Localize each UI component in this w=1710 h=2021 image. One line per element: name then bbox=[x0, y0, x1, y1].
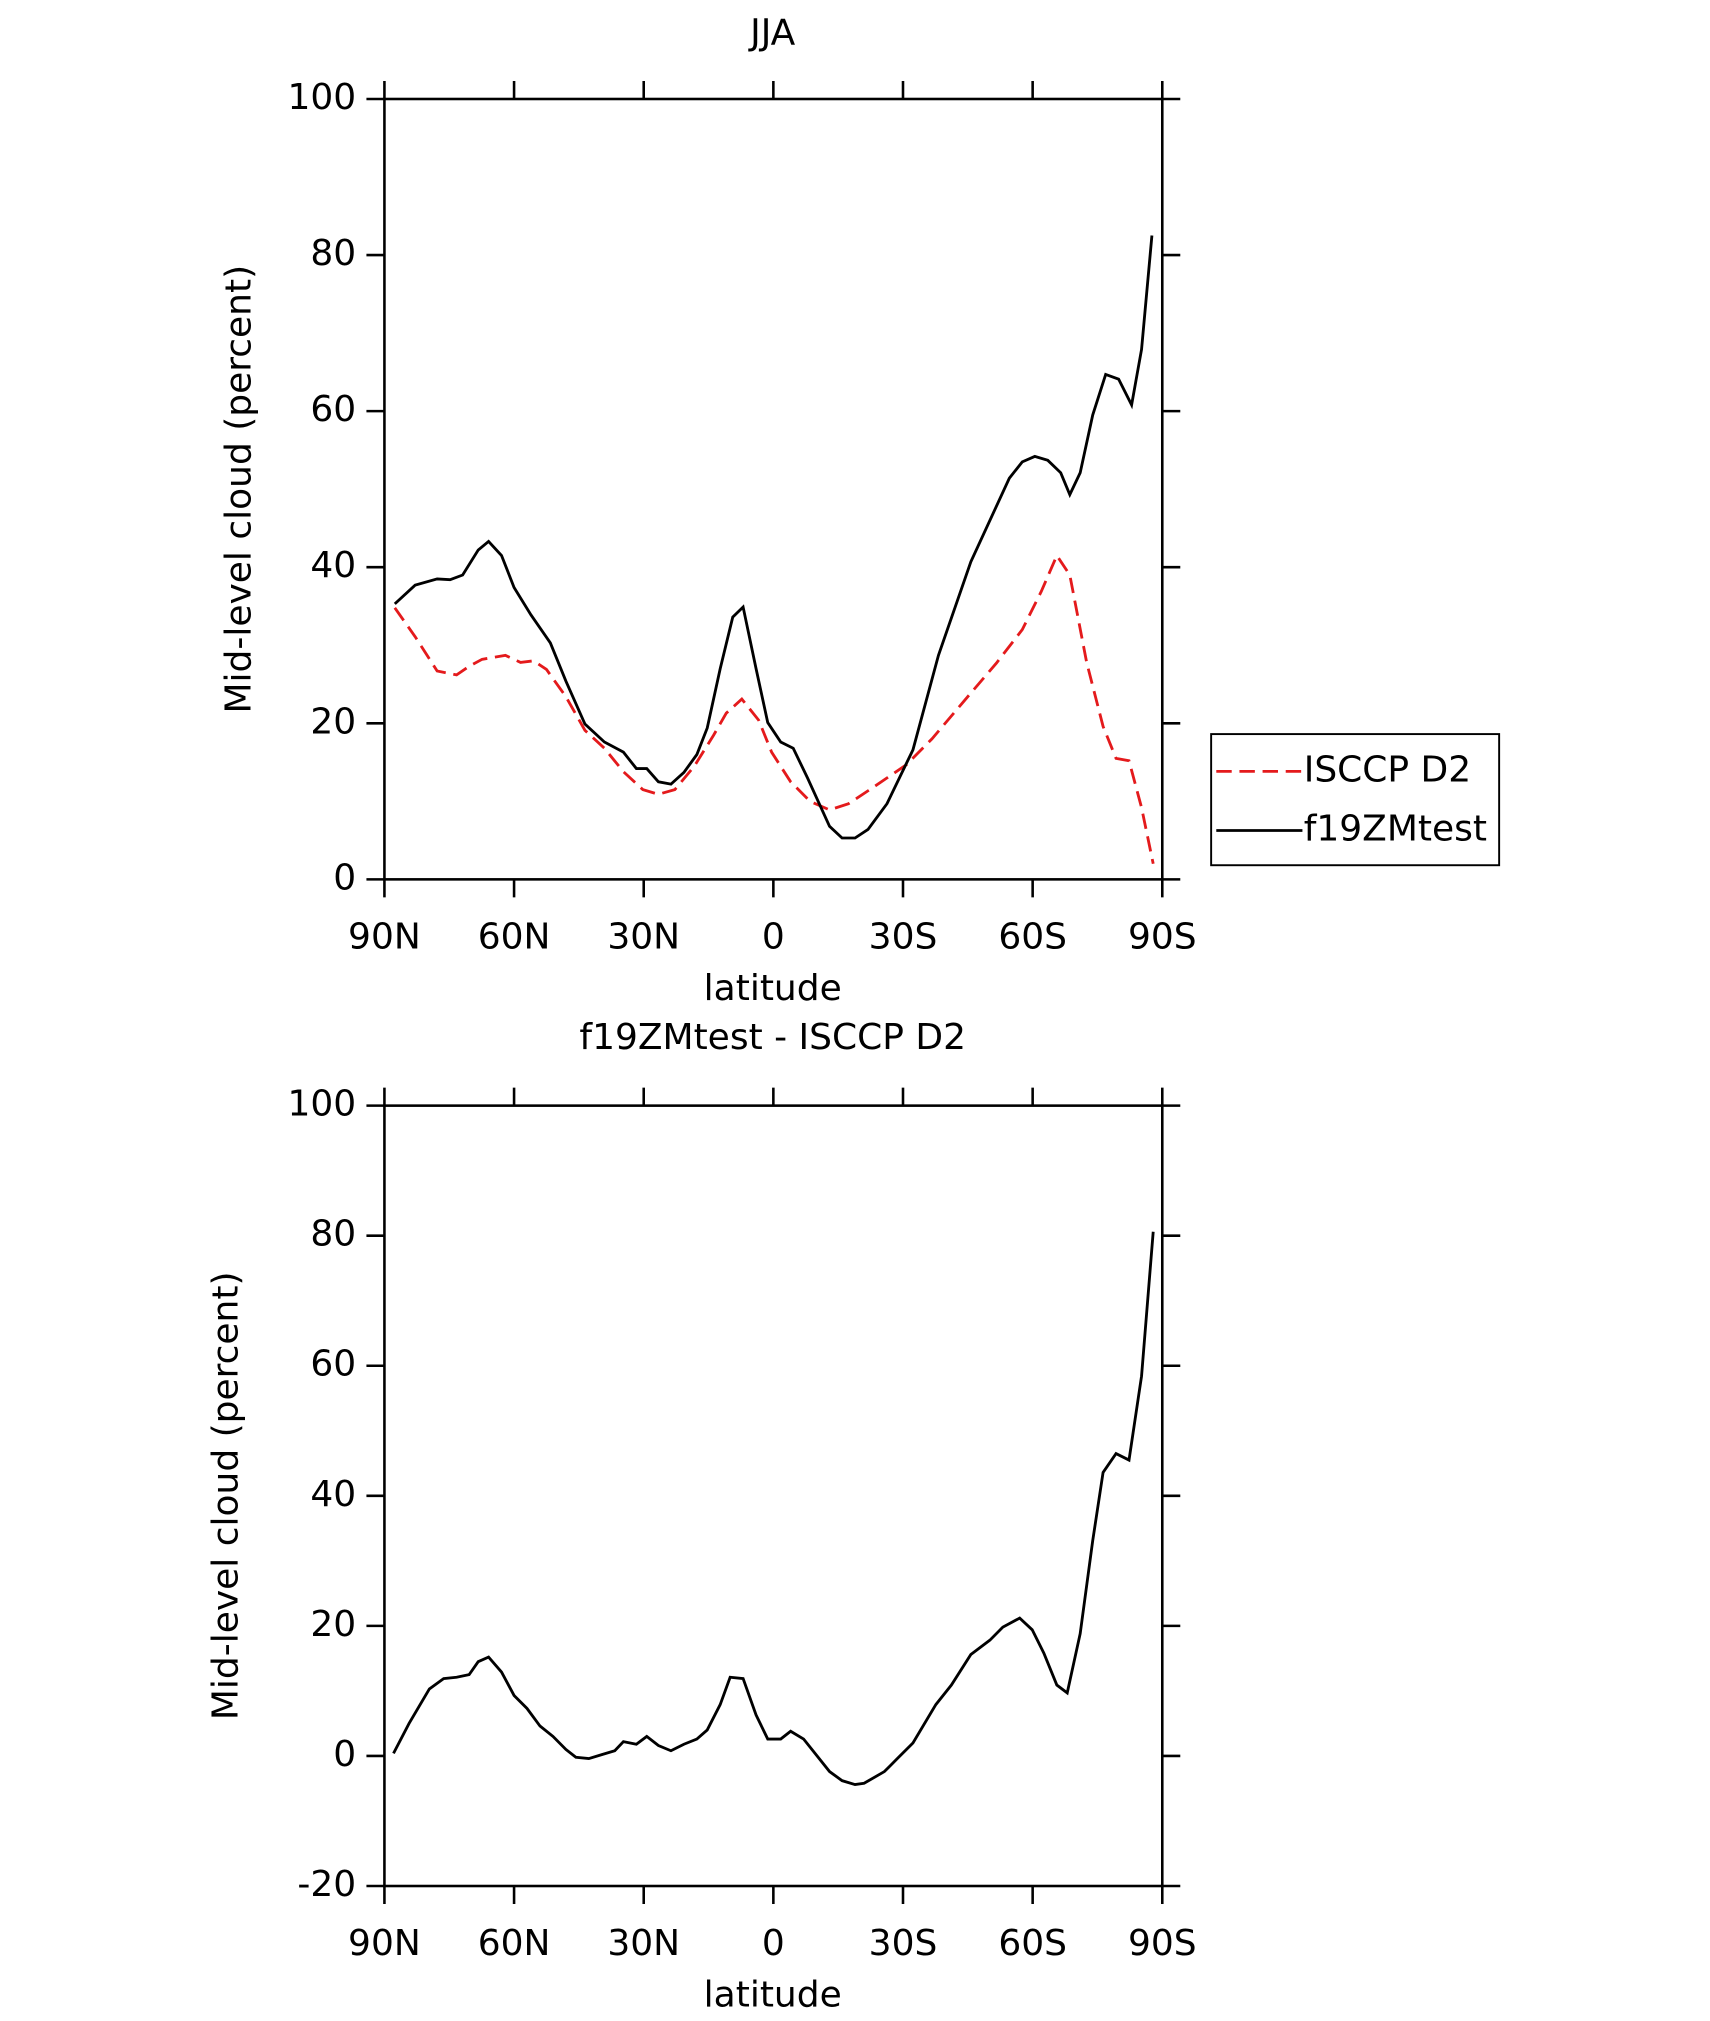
y-tick-label: 60 bbox=[310, 389, 356, 430]
data-line bbox=[392, 1231, 1155, 1787]
y-tick-label: 80 bbox=[310, 233, 356, 274]
data-line bbox=[393, 235, 1154, 840]
y-tick-label: 20 bbox=[310, 701, 356, 742]
x-tick-label: 30N bbox=[607, 917, 680, 958]
x-tick-label: 0 bbox=[762, 917, 785, 958]
x-tick-label: 60N bbox=[478, 1923, 551, 1964]
legend-box bbox=[1210, 733, 1501, 867]
x-tick-label: 60S bbox=[998, 1923, 1067, 1964]
x-tick-label: 30S bbox=[869, 917, 938, 958]
y-tick-label: 100 bbox=[287, 77, 356, 118]
legend-label: f19ZMtest bbox=[1304, 809, 1487, 850]
x-tick-label: 0 bbox=[762, 1923, 785, 1964]
x-tick-label: 30S bbox=[869, 1923, 938, 1964]
data-line bbox=[393, 552, 1155, 865]
plot-frame bbox=[383, 1104, 1164, 1888]
y-axis-label: Mid-level cloud (percent) bbox=[206, 1271, 247, 1720]
y-tick-label: 0 bbox=[333, 1734, 356, 1775]
chart-title: f19ZMtest - ISCCP D2 bbox=[579, 1017, 966, 1058]
y-tick-label: 60 bbox=[310, 1344, 356, 1385]
x-tick-label: 90S bbox=[1128, 917, 1197, 958]
y-tick-label: 100 bbox=[287, 1084, 356, 1125]
legend-label: ISCCP D2 bbox=[1304, 749, 1471, 790]
y-tick-label: 20 bbox=[310, 1604, 356, 1645]
x-axis-label: latitude bbox=[704, 1975, 842, 2016]
x-tick-label: 90N bbox=[348, 1923, 421, 1964]
plot-frame bbox=[383, 97, 1164, 881]
chart-title: JJA bbox=[748, 13, 796, 54]
y-tick-label: 40 bbox=[310, 545, 356, 586]
y-tick-label: 80 bbox=[310, 1214, 356, 1255]
x-tick-label: 60N bbox=[478, 917, 551, 958]
x-tick-label: 60S bbox=[998, 917, 1067, 958]
y-tick-label: -20 bbox=[297, 1864, 356, 1905]
y-axis-label: Mid-level cloud (percent) bbox=[218, 265, 259, 714]
x-tick-label: 90S bbox=[1128, 1923, 1197, 1964]
y-tick-label: 40 bbox=[310, 1474, 356, 1515]
y-tick-label: 0 bbox=[333, 857, 356, 898]
x-tick-label: 90N bbox=[348, 917, 421, 958]
x-tick-label: 30N bbox=[607, 1923, 680, 1964]
x-axis-label: latitude bbox=[704, 968, 842, 1009]
